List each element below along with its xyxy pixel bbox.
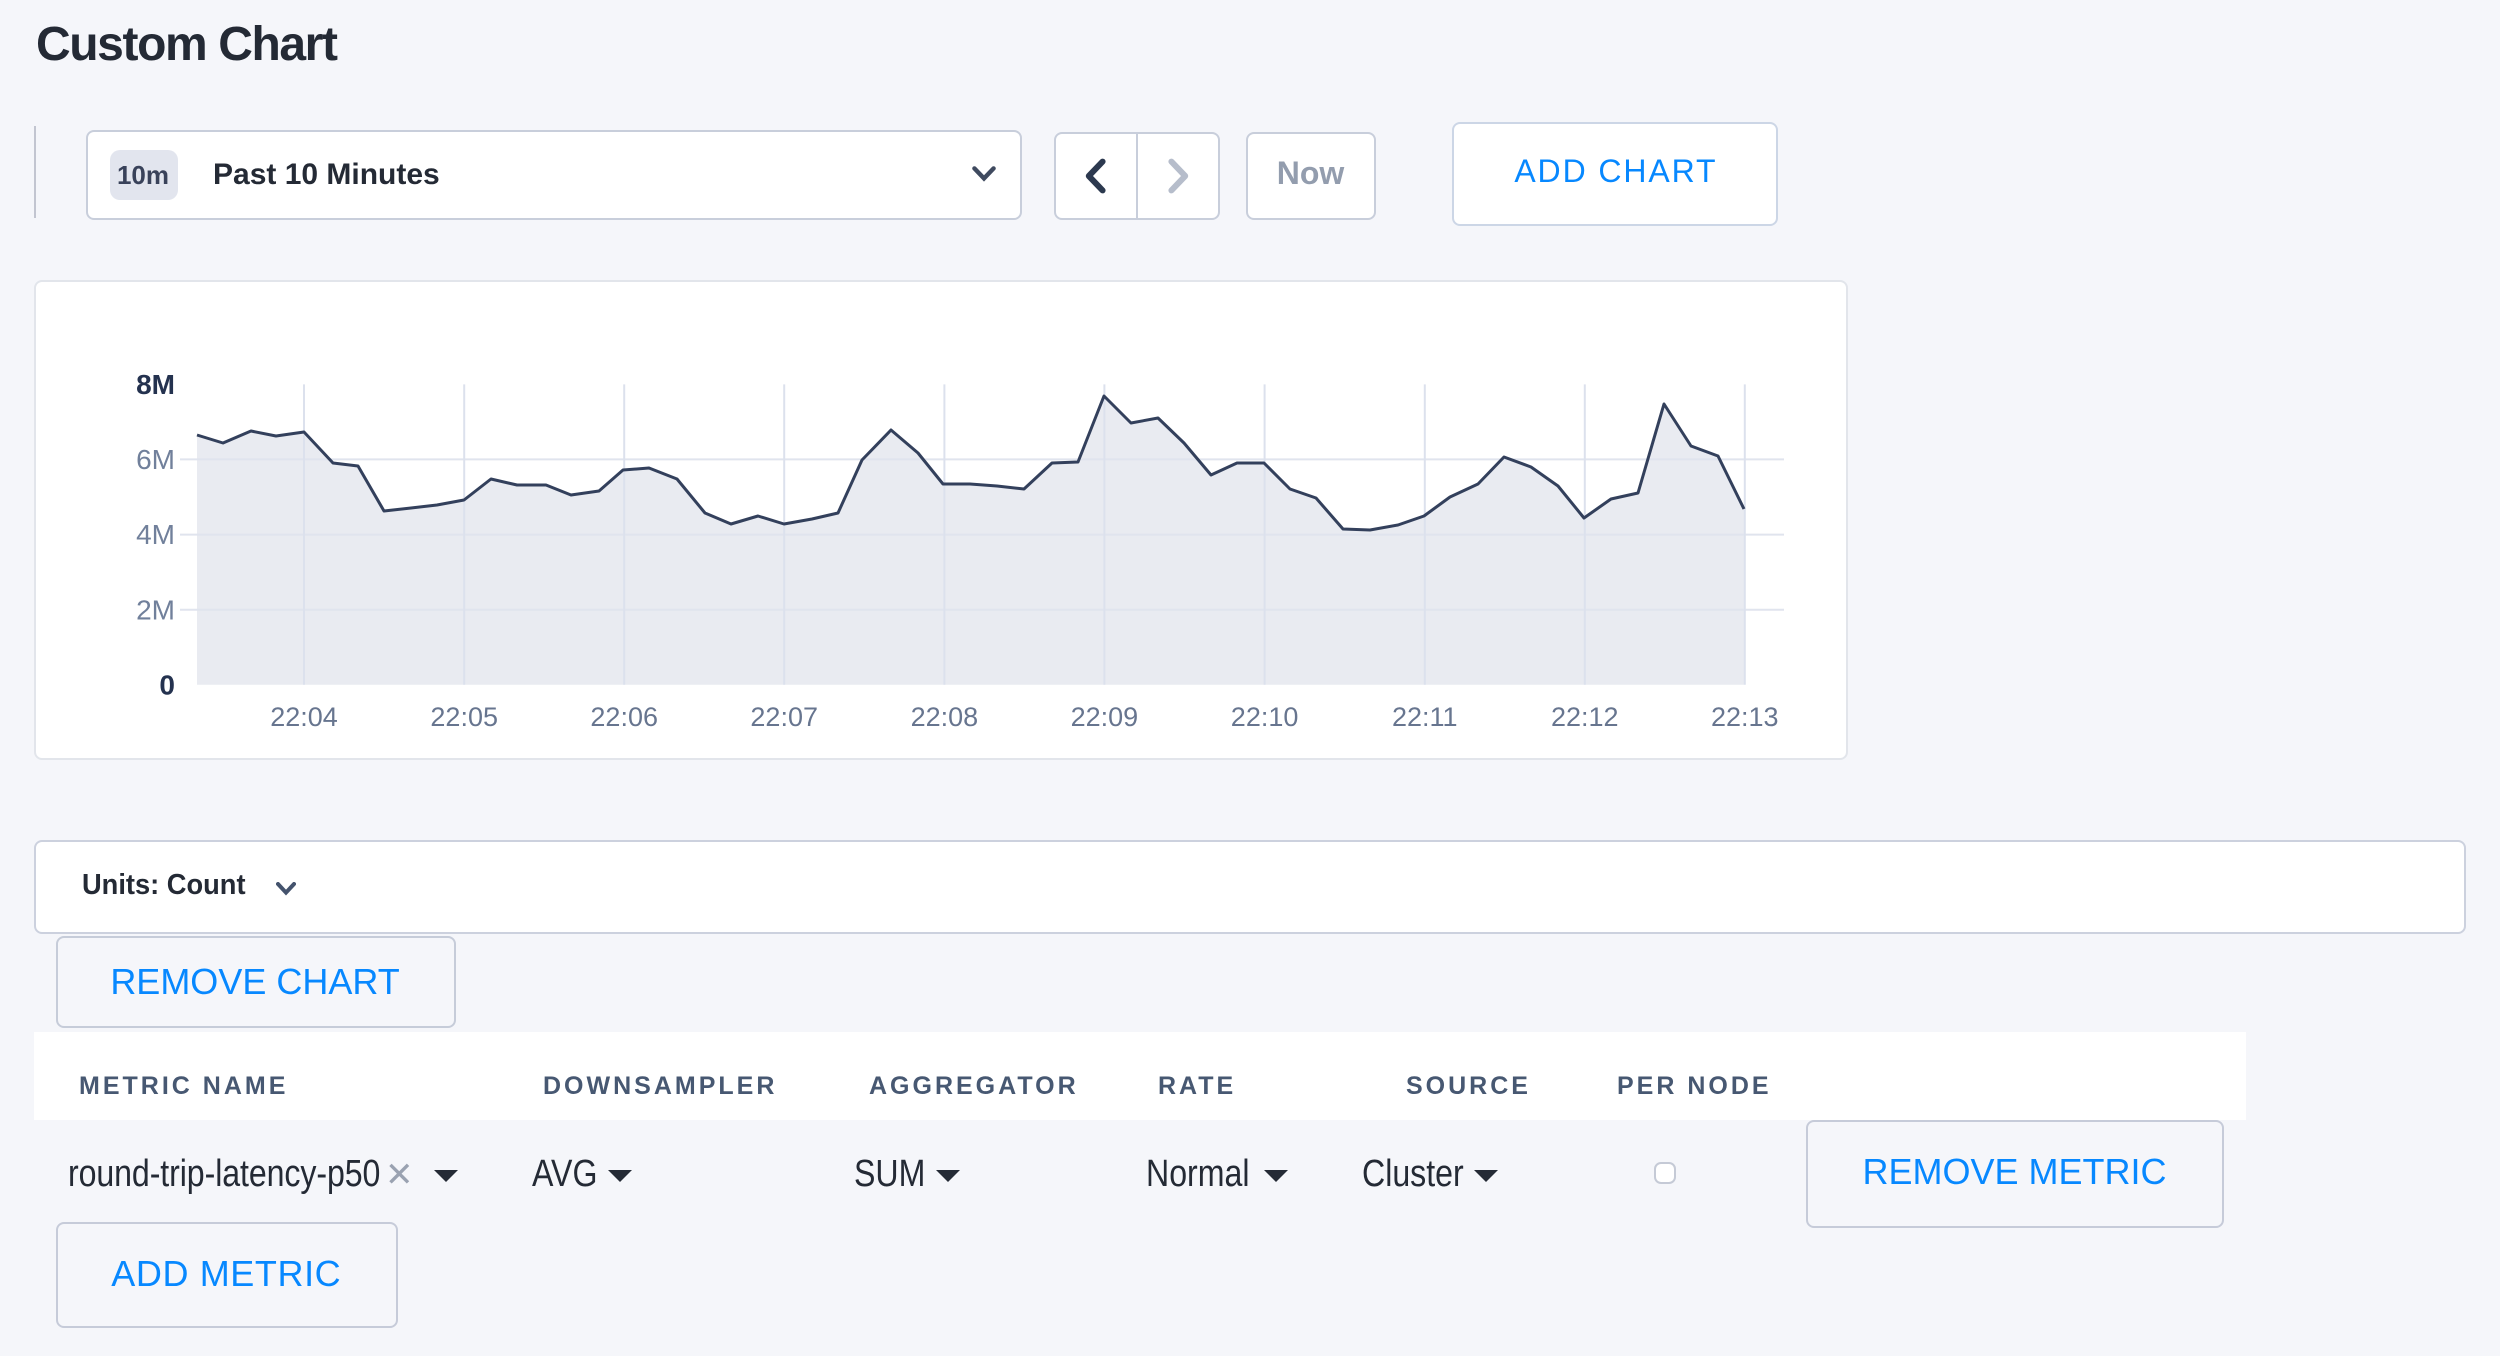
svg-text:4M: 4M	[136, 519, 175, 550]
svg-text:22:12: 22:12	[1551, 702, 1619, 732]
svg-text:22:05: 22:05	[430, 702, 498, 732]
svg-text:22:07: 22:07	[750, 702, 818, 732]
svg-text:22:04: 22:04	[270, 702, 338, 732]
svg-text:22:13: 22:13	[1711, 702, 1779, 732]
svg-text:22:10: 22:10	[1231, 702, 1299, 732]
svg-text:22:09: 22:09	[1071, 702, 1139, 732]
svg-text:22:06: 22:06	[590, 702, 658, 732]
svg-text:22:08: 22:08	[911, 702, 979, 732]
svg-text:8M: 8M	[136, 369, 175, 400]
svg-text:6M: 6M	[136, 444, 175, 475]
svg-text:0: 0	[159, 669, 175, 700]
svg-text:22:11: 22:11	[1392, 702, 1458, 732]
svg-text:2M: 2M	[136, 594, 175, 625]
